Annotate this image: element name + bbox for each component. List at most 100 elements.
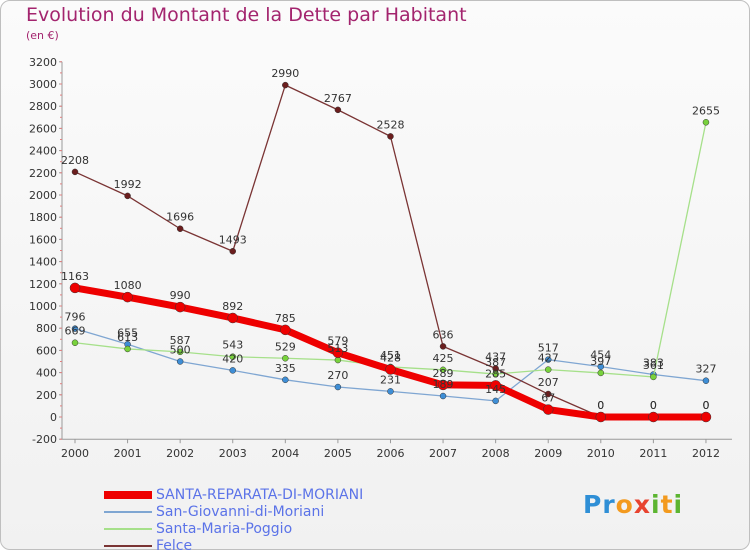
data-label: 796 (65, 311, 86, 324)
y-tick-label: 600 (36, 344, 57, 357)
y-tick-label: 200 (36, 389, 57, 402)
x-tick-label: 2005 (324, 447, 352, 460)
data-point (650, 373, 657, 381)
data-point (229, 353, 236, 360)
data-label: 655 (117, 326, 138, 339)
y-tick-label: 0 (50, 411, 57, 424)
data-point (492, 365, 499, 372)
data-label: 327 (695, 363, 716, 376)
legend-label: Santa-Maria-Poggio (156, 520, 293, 537)
data-label: 437 (485, 350, 506, 363)
y-tick-label: 2000 (29, 189, 57, 202)
legend-label: Felce (156, 537, 193, 554)
data-point (595, 411, 607, 423)
x-tick-label: 2001 (114, 447, 142, 460)
data-point (282, 81, 289, 89)
data-point (229, 248, 236, 255)
data-point (174, 301, 186, 313)
data-label: 285 (485, 367, 506, 380)
data-point (71, 168, 79, 176)
data-point (439, 392, 447, 400)
data-label: 1696 (166, 211, 194, 224)
data-label: 270 (327, 369, 348, 382)
data-point (176, 348, 184, 356)
data-label: 613 (117, 331, 138, 344)
data-point (282, 355, 289, 362)
data-label: 669 (65, 325, 86, 338)
y-tick-label: 800 (36, 322, 57, 335)
data-point (332, 347, 344, 358)
x-tick-label: 2007 (429, 447, 457, 460)
data-point (227, 312, 238, 324)
data-label: 145 (485, 383, 506, 396)
data-label: 990 (170, 289, 191, 302)
data-point (597, 363, 605, 370)
chart-title: Evolution du Montant de la Dette par Hab… (26, 4, 467, 26)
data-label: 189 (433, 378, 454, 391)
data-label: 1493 (219, 233, 247, 246)
legend-swatch (104, 527, 152, 530)
data-point (124, 345, 131, 353)
data-point (334, 106, 342, 114)
data-label: 500 (170, 344, 191, 357)
data-point (124, 192, 131, 200)
data-point (439, 366, 447, 374)
data-label: 0 (702, 399, 709, 412)
data-label: 636 (433, 328, 454, 341)
data-label: 0 (597, 399, 604, 412)
data-label: 420 (222, 352, 243, 365)
x-tick-label: 2008 (482, 447, 510, 460)
data-label: 0 (650, 399, 657, 412)
data-label: 543 (222, 339, 243, 352)
data-point (439, 343, 447, 350)
x-tick-label: 2002 (166, 447, 194, 460)
data-label: 892 (222, 300, 243, 313)
x-tick-label: 2000 (61, 447, 89, 460)
data-point (280, 324, 291, 336)
y-tick-label: 1200 (29, 278, 57, 291)
data-label: 1080 (114, 279, 142, 292)
data-point (437, 379, 449, 391)
y-tick-label: 2400 (29, 145, 57, 158)
data-label: 517 (538, 342, 559, 355)
y-tick-label: 2200 (29, 167, 57, 180)
data-point (176, 358, 184, 365)
data-point (702, 377, 710, 384)
data-label: 289 (433, 367, 454, 380)
x-tick-label: 2010 (587, 447, 615, 460)
legend-swatch (104, 510, 152, 513)
data-label: 451 (380, 349, 401, 362)
y-tick-label: 3200 (29, 56, 57, 69)
data-point (387, 133, 394, 140)
data-label: 387 (485, 356, 506, 369)
legend: SANTA-REPARATA-DI-MORIANI San-Giovanni-d… (104, 486, 363, 554)
chart-subtitle: (en €) (26, 29, 59, 42)
y-tick-label: 3000 (29, 78, 57, 91)
data-label: 428 (380, 351, 401, 364)
data-point (69, 282, 81, 294)
data-label: 0 (702, 399, 709, 412)
x-tick-label: 2004 (271, 447, 299, 460)
data-point (387, 388, 394, 395)
data-point (648, 411, 659, 423)
x-tick-label: 2012 (692, 447, 720, 460)
data-point (122, 291, 133, 303)
data-point (544, 356, 552, 363)
data-label: 587 (170, 334, 191, 347)
x-tick-label: 2009 (534, 447, 562, 460)
data-label: 67 (541, 392, 555, 405)
data-label: 529 (275, 340, 296, 353)
y-tick-label: 1800 (29, 211, 57, 224)
data-label: 2528 (376, 118, 404, 131)
legend-item-santa-maria: Santa-Maria-Poggio (104, 520, 363, 537)
legend-item-felce: Felce (104, 537, 363, 554)
data-point (490, 380, 501, 391)
data-point (702, 119, 710, 126)
data-label: 2208 (61, 154, 89, 167)
data-label: 335 (275, 362, 296, 375)
data-label: 2990 (271, 67, 299, 80)
data-label: 207 (538, 376, 559, 389)
data-label: 383 (643, 356, 664, 369)
